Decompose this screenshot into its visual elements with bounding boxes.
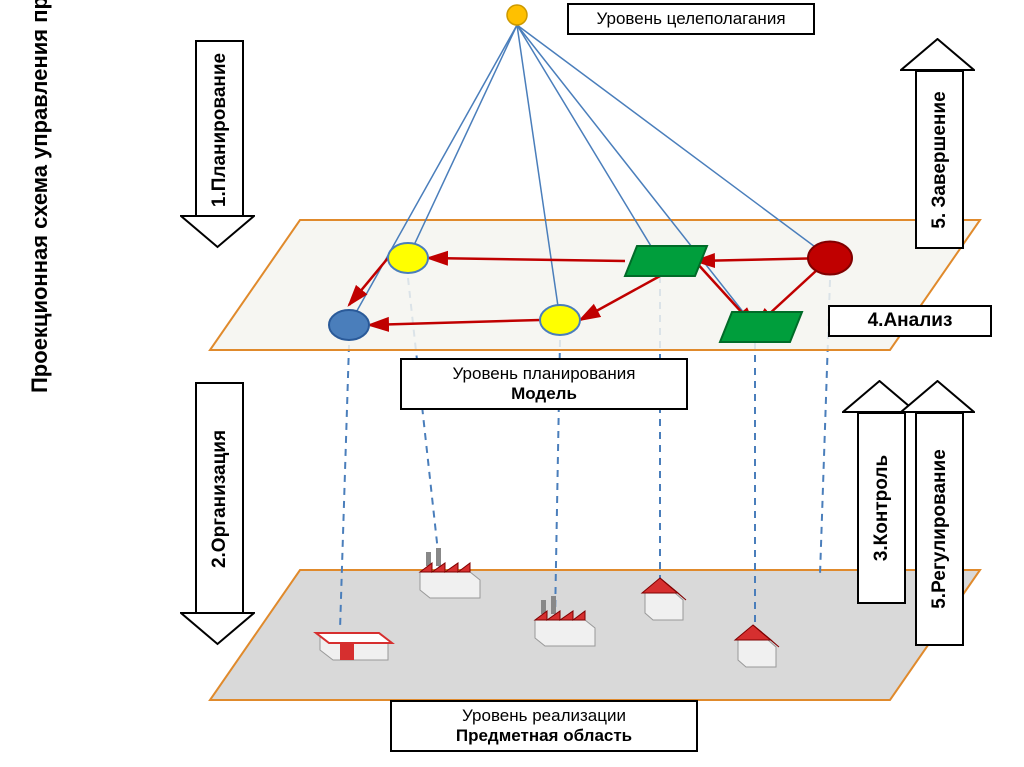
process-arrow-label: 3.Контроль bbox=[871, 455, 893, 561]
top-level-label: Уровень целеполагания bbox=[567, 3, 815, 35]
process-arrow-label: 2.Организация bbox=[209, 430, 231, 568]
bottom-level-label: Уровень реализации Предметная область bbox=[390, 700, 698, 752]
process-arrow-label: 5.Регулирование bbox=[929, 449, 951, 609]
process-arrow-label: 1.Планирование bbox=[209, 52, 231, 206]
process-arrow-a1: 1.Планирование bbox=[195, 40, 240, 245]
process-arrow-a2: 2.Организация bbox=[195, 382, 240, 642]
process-arrow-a5t: 5. Завершение bbox=[915, 40, 960, 245]
process-arrow-a3: 3.Контроль bbox=[857, 382, 902, 600]
middle-level-label: Уровень планирования Модель bbox=[400, 358, 688, 410]
diagram-title: Проекционная схема управления проектом bbox=[27, 0, 53, 393]
process-arrow-a5b: 5.Регулирование bbox=[915, 382, 960, 642]
analysis-label: 4.Анализ bbox=[828, 305, 992, 337]
process-arrow-label: 5. Завершение bbox=[929, 91, 951, 228]
